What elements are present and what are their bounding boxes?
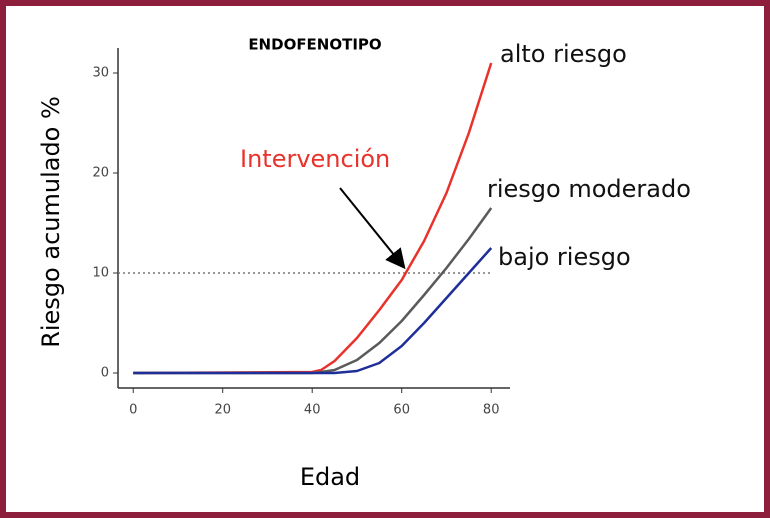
series-label: bajo riesgo xyxy=(498,243,631,271)
x-tick-label: 20 xyxy=(214,403,231,418)
x-tick-label: 60 xyxy=(393,403,410,418)
x-axis-label: Edad xyxy=(300,463,360,491)
y-tick-label: 0 xyxy=(101,366,109,381)
y-tick-label: 10 xyxy=(92,266,109,281)
x-tick-label: 80 xyxy=(483,403,500,418)
series-line xyxy=(133,62,493,375)
series-label: riesgo moderado xyxy=(487,175,691,203)
y-tick-label: 30 xyxy=(92,66,109,81)
annotation: Intervención xyxy=(240,145,390,173)
series-line xyxy=(133,207,493,375)
chart-title: ENDOFENOTIPO xyxy=(248,36,381,54)
series-label: alto riesgo xyxy=(500,40,627,68)
y-tick-label: 20 xyxy=(92,166,109,181)
x-tick-label: 40 xyxy=(304,403,321,418)
y-axis-label: Riesgo acumulado % xyxy=(37,96,65,348)
x-tick-label: 0 xyxy=(129,403,137,418)
arrow xyxy=(339,187,406,270)
series-line xyxy=(133,247,493,375)
